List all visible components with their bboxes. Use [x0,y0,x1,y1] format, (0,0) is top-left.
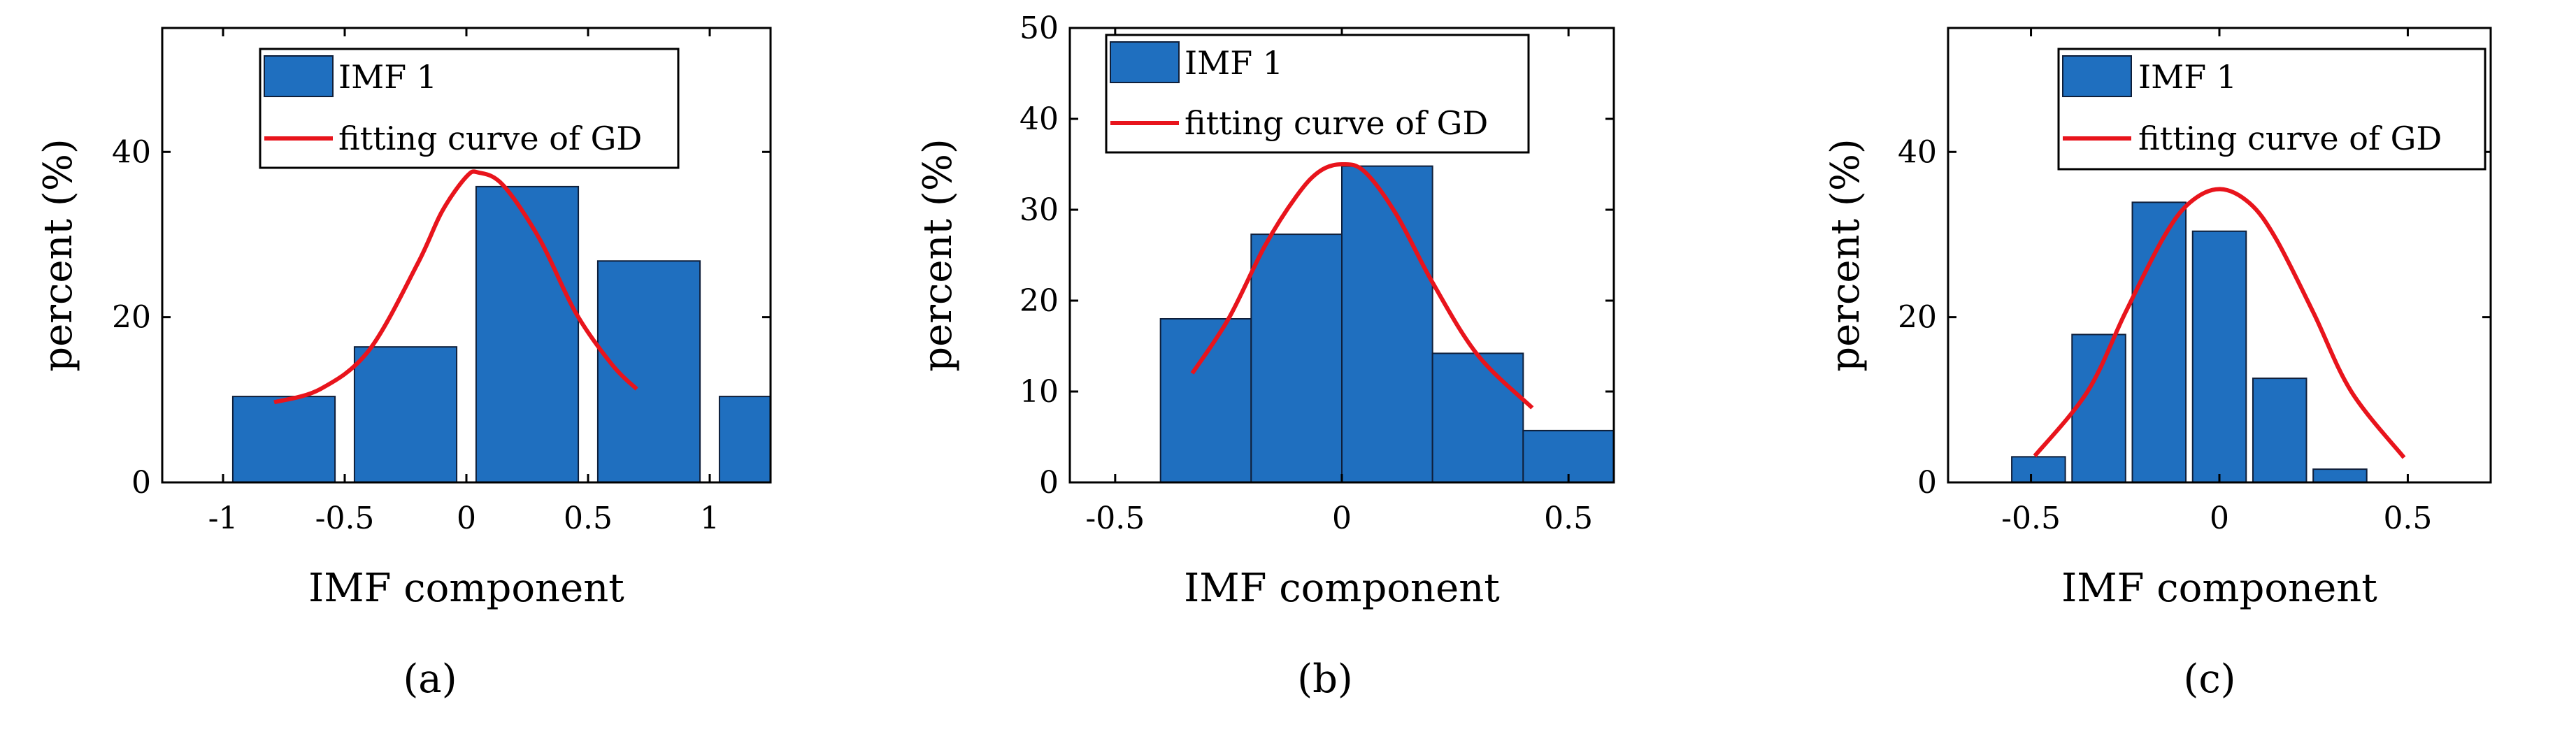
y-ticks-a: 0 20 40 [112,134,771,501]
bars-a [231,185,772,483]
legend-bar-swatch-a [264,55,334,97]
panel-c: -0.5 0 0.5 0 20 40 IMF component percent (%)… [1823,27,2492,702]
panel-b: -0.5 0 0.5 0 10 20 30 40 50 IMF component perce… [915,10,1615,702]
x-ticks-a: -1 -0.5 0 0.5 1 [208,28,720,536]
bar-a-1 [353,346,458,483]
y-tick-label-b-1: 10 [1019,374,1059,410]
y-tick-label-b-4: 40 [1019,101,1059,137]
bar-b-3 [1431,352,1524,483]
legend-a: IMF 1 fitting curve of GD [259,48,680,169]
legend-entry-fit-b: fitting curve of GD [1185,104,1488,142]
x-tick-label-a-4: 1 [700,501,720,536]
bar-c-5 [2312,468,2368,483]
panel-a: -1 -0.5 0 0.5 1 0 20 40 IMF component percent … [36,27,772,702]
bar-c-3 [2191,230,2247,483]
y-tick-label-b-3: 30 [1019,192,1059,228]
bar-b-4 [1522,429,1615,484]
x-tick-label-c-1: 0 [2210,501,2229,536]
y-tick-label-c-2: 40 [1898,134,1937,170]
y-tick-label-b-5: 50 [1019,10,1059,46]
caption-c: (c) [2183,656,2235,702]
y-ticks-b: 0 10 20 30 40 50 [1019,10,1614,501]
x-tick-label-b-1: 0 [1332,501,1352,536]
y-tick-label-a-1: 20 [112,300,151,336]
x-axis-label-a: IMF component [308,566,624,611]
legend-entry-imf1-c: IMF 1 [2138,58,2237,96]
bar-b-0 [1159,318,1252,483]
x-tick-label-a-0: -1 [208,501,238,536]
bar-c-1 [2071,333,2126,484]
legend-entry-fit-c: fitting curve of GD [2138,120,2442,157]
y-tick-label-c-0: 0 [1917,465,1937,501]
y-axis-label-b: percent (%) [915,138,961,372]
gd-fit-curve-a [273,169,638,405]
x-tick-label-a-2: 0 [457,501,476,536]
bar-b-2 [1341,165,1433,483]
x-tick-label-c-2: 0.5 [2383,501,2432,536]
x-axis-label-b: IMF component [1184,566,1500,611]
caption-b: (b) [1297,656,1353,702]
y-axis-label-a: percent (%) [36,138,81,372]
bar-c-4 [2252,378,2307,483]
legend-b: IMF 1 fitting curve of GD [1105,34,1530,154]
y-tick-label-a-2: 40 [112,134,151,170]
y-axis-label-c: percent (%) [1823,138,1868,372]
bar-a-4 [718,396,772,483]
gd-fit-curve-b [1190,162,1534,410]
bar-a-2 [475,185,580,483]
bar-c-0 [2011,456,2066,484]
caption-a: (a) [403,656,457,702]
x-ticks-b: -0.5 0 0.5 [1085,28,1593,536]
x-axis-label-c: IMF component [2061,566,2377,611]
x-ticks-c: -0.5 0 0.5 [2001,28,2432,536]
bar-a-3 [596,260,701,483]
gd-fit-curve-c [2033,187,2406,459]
y-tick-label-b-0: 0 [1039,465,1059,501]
legend-bar-swatch-b [1110,41,1180,83]
legend-bar-swatch-c [2062,55,2132,97]
y-tick-label-c-1: 20 [1898,300,1937,336]
legend-entry-fit-a: fitting curve of GD [338,120,642,157]
x-tick-label-c-0: -0.5 [2001,501,2061,536]
y-tick-label-b-2: 20 [1019,283,1059,319]
bar-a-0 [231,396,336,483]
x-tick-label-a-1: -0.5 [315,501,375,536]
legend-c: IMF 1 fitting curve of GD [2057,48,2486,171]
y-tick-label-a-0: 0 [131,465,151,501]
x-tick-label-b-2: 0.5 [1544,501,1593,536]
x-tick-label-b-0: -0.5 [1085,501,1145,536]
y-ticks-c: 0 20 40 [1898,134,2491,501]
bars-c [2011,201,2368,484]
x-tick-label-a-3: 0.5 [564,501,613,536]
legend-entry-imf1-b: IMF 1 [1185,44,1283,82]
bars-b [1159,165,1615,484]
bar-b-1 [1250,234,1343,483]
legend-entry-imf1-a: IMF 1 [338,58,437,96]
